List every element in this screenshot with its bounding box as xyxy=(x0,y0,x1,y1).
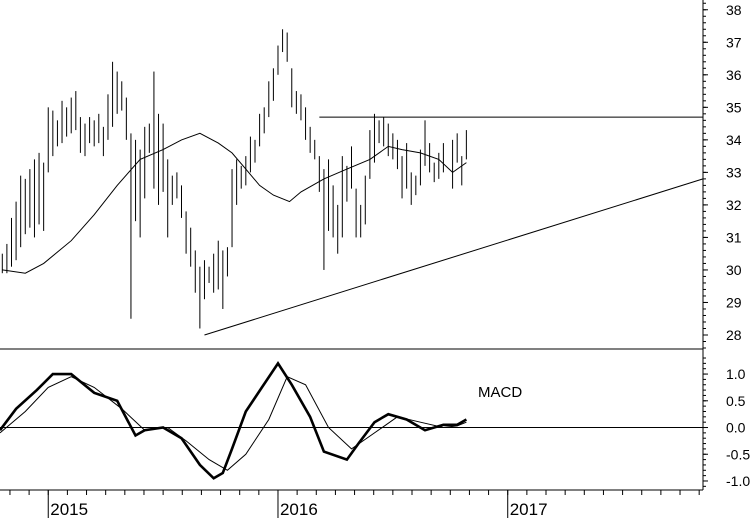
price-panel xyxy=(1,29,704,336)
price-tick-label: 38 xyxy=(726,2,742,18)
macd-tick-label: 0.0 xyxy=(726,420,746,436)
price-tick-label: 35 xyxy=(726,99,742,115)
macd-tick-label: 1.0 xyxy=(726,366,746,382)
price-bars xyxy=(1,29,467,329)
x-axis: 2015 2016 2017 xyxy=(0,489,703,518)
price-tick-label: 36 xyxy=(726,67,742,83)
signal-line xyxy=(0,376,467,471)
price-tick-label: 37 xyxy=(726,34,742,50)
macd-tick-label: -0.5 xyxy=(726,446,750,462)
price-tick-label: 28 xyxy=(726,327,742,343)
macd-tick-label: 0.5 xyxy=(726,393,746,409)
macd-panel: MACD xyxy=(0,348,703,480)
trend-lines xyxy=(204,116,704,336)
moving-average-line xyxy=(2,132,467,274)
macd-series xyxy=(0,361,468,480)
price-tick-label: 31 xyxy=(726,229,742,245)
price-tick-label: 32 xyxy=(726,197,742,213)
price-tick-label: 34 xyxy=(726,132,742,148)
macd-axis: 1.0 0.5 0.0 -0.5 -1.0 xyxy=(703,357,750,489)
year-label: 2016 xyxy=(280,500,318,518)
price-tick-label: 30 xyxy=(726,262,742,278)
price-tick-label: 29 xyxy=(726,294,742,310)
price-tick-label: 33 xyxy=(726,164,742,180)
macd-label: MACD xyxy=(478,384,522,401)
macd-line xyxy=(0,361,468,480)
macd-tick-label: -1.0 xyxy=(726,473,750,489)
year-label: 2017 xyxy=(510,500,548,518)
trend-line xyxy=(204,178,704,336)
price-axis: 28 29 30 31 32 33 34 35 36 37 38 xyxy=(703,2,742,349)
year-label: 2015 xyxy=(50,500,88,518)
